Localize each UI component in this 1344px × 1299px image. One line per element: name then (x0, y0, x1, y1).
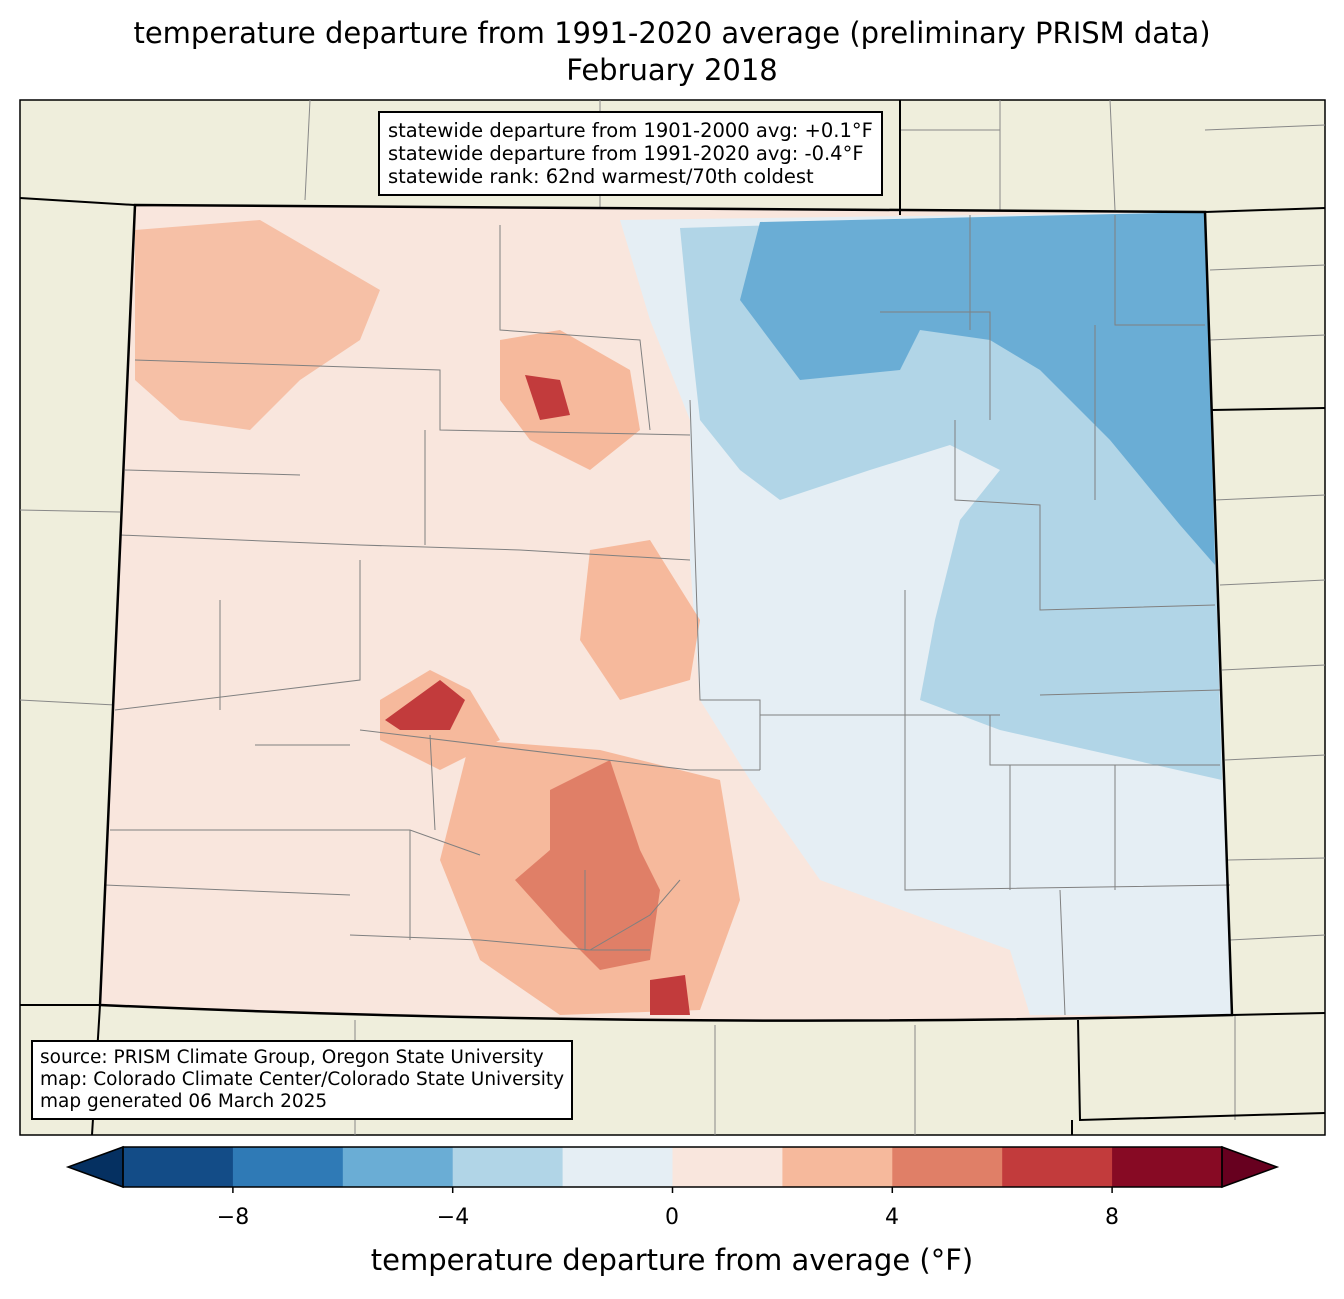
stats-line: statewide rank: 62nd warmest/70th coldes… (388, 165, 814, 188)
stats-line: statewide departure from 1901-2000 avg: … (388, 119, 873, 142)
colorbar-tick-label: −8 (216, 1205, 250, 1230)
colorbar-extend-high (1221, 1145, 1280, 1189)
colorbar-tick-label: 0 (665, 1205, 679, 1230)
contour-4-6-sangre (515, 760, 660, 970)
source-line: source: PRISM Climate Group, Oregon Stat… (40, 1047, 544, 1068)
colorbar-bin (452, 1147, 564, 1187)
source-line: map: Colorado Climate Center/Colorado St… (40, 1069, 565, 1090)
contour-6-8-south (650, 975, 690, 1015)
map-title: temperature departure from 1991-2020 ave… (133, 16, 1211, 50)
map-subtitle: February 2018 (566, 53, 778, 87)
source-line: map generated 06 March 2025 (40, 1091, 328, 1112)
colorbar-bin (342, 1147, 454, 1187)
colorbar-bin (892, 1147, 1003, 1187)
contour-2-4-nw (135, 220, 380, 430)
contour-6-8-gunnison (385, 680, 465, 730)
colorbar-bin (1112, 1147, 1223, 1187)
source-box: source: PRISM Climate Group, Oregon Stat… (31, 1040, 574, 1120)
colorbar-label: temperature departure from average (°F) (370, 1243, 974, 1277)
colorbar-tick-label: 4 (885, 1205, 899, 1230)
colorbar-extend-low (65, 1145, 124, 1189)
colorado-border (98, 203, 1234, 1022)
county-lines (104, 215, 1231, 1016)
contour-6-8-north (525, 375, 570, 420)
contour-2-4-north (500, 330, 640, 470)
contour-2-4-central (580, 540, 700, 700)
departure-contours (135, 212, 1232, 1015)
colorbar-bin (782, 1147, 893, 1187)
colorbar-bin (562, 1147, 673, 1187)
statewide-stats-box: statewide departure from 1901-2000 avg: … (378, 111, 883, 196)
colorbar-tick-label: 8 (1105, 1205, 1119, 1230)
colorbar-bin (232, 1147, 344, 1187)
colorbar-bin (1002, 1147, 1113, 1187)
colorbar-bin (672, 1147, 783, 1187)
colorbar-bin (123, 1147, 234, 1187)
contour-minus6-minus4 (740, 212, 1215, 565)
colorbar-tick-label: −4 (436, 1205, 470, 1230)
colorbar (65, 1145, 1280, 1193)
neighbor-county-lines (19, 99, 1326, 1135)
stats-line: statewide departure from 1991-2020 avg: … (388, 142, 864, 165)
